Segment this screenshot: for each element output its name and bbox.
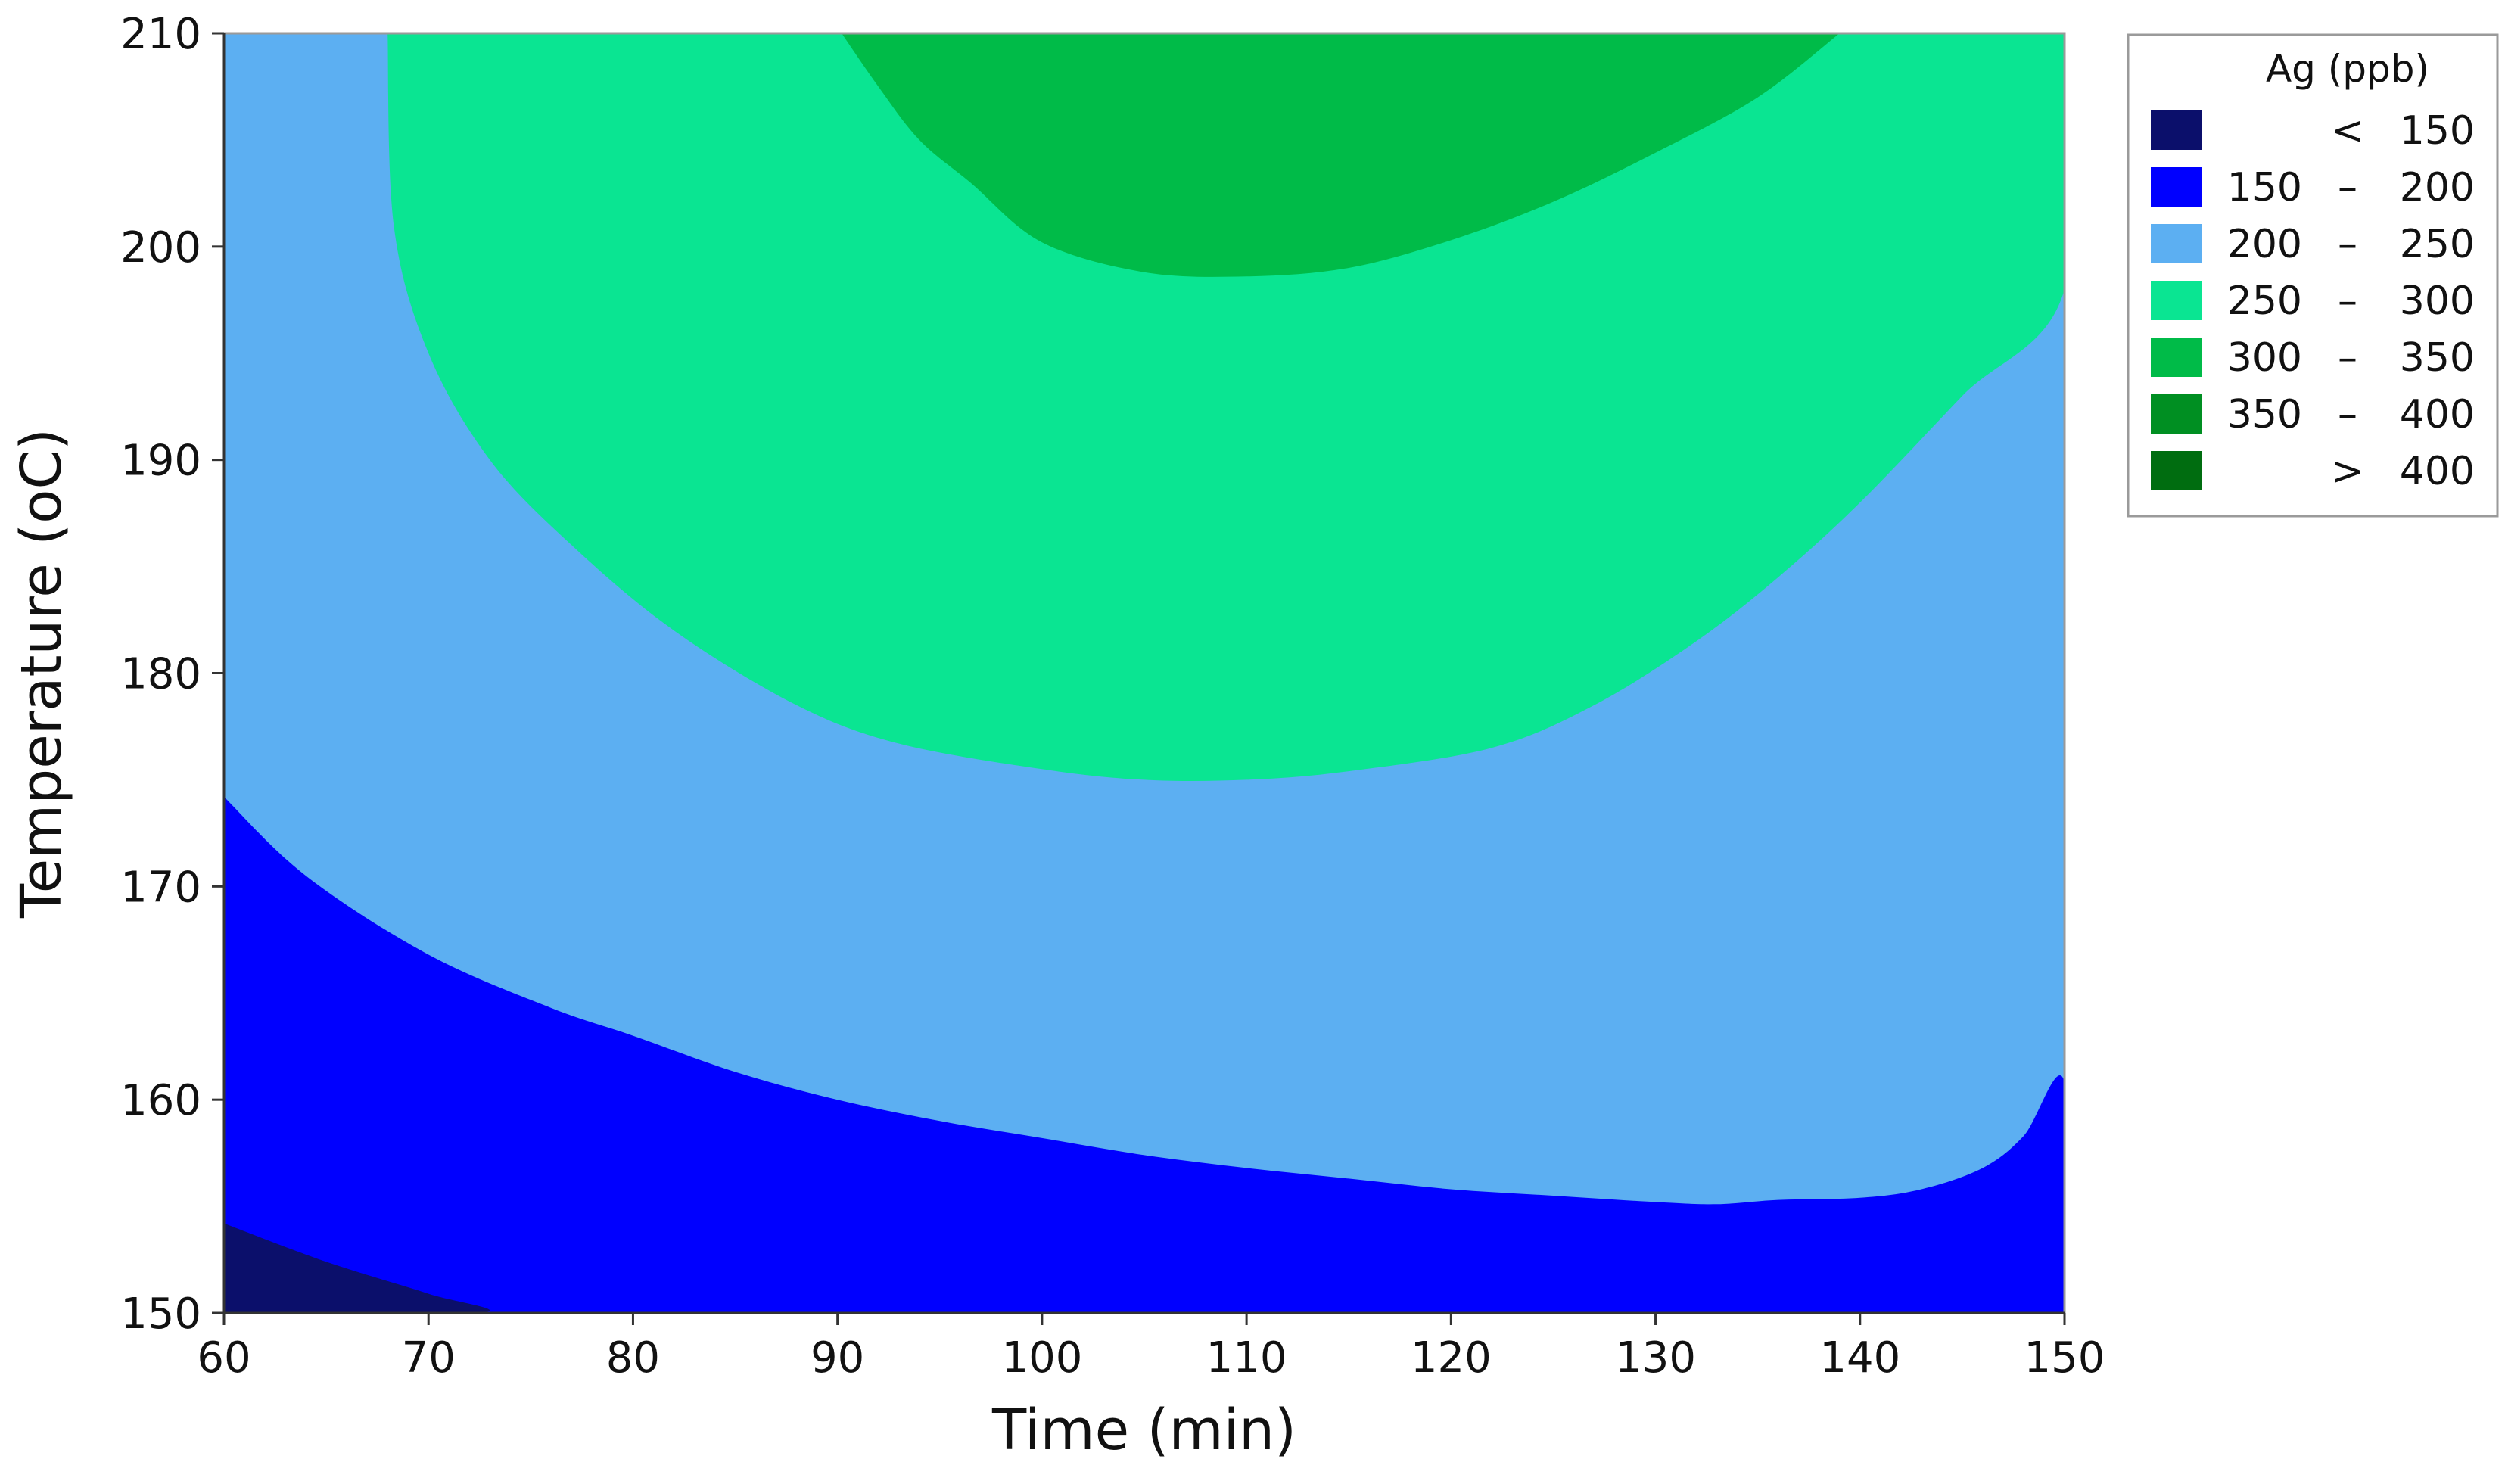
legend-swatch <box>2151 224 2202 263</box>
legend-range-high: 350 <box>2400 335 2475 381</box>
x-tick-label: 120 <box>1411 1333 1492 1383</box>
x-tick-label: 100 <box>1001 1333 1082 1383</box>
legend-range-low: 150 <box>2227 165 2302 210</box>
y-tick-label: 160 <box>120 1076 201 1125</box>
legend-range-separator: – <box>2338 335 2357 381</box>
legend-title: Ag (ppb) <box>2266 47 2429 91</box>
legend-range-separator: – <box>2338 392 2357 437</box>
x-tick-label: 80 <box>606 1333 660 1383</box>
y-tick-label: 210 <box>120 10 201 59</box>
legend-range-separator: < <box>2331 108 2364 154</box>
legend-range-low: 200 <box>2227 222 2302 267</box>
x-axis-title: Time (min) <box>991 1398 1296 1463</box>
legend-box <box>2127 33 2499 518</box>
legend-swatch <box>2151 281 2202 320</box>
legend: Ag (ppb) <150150–200200–250250–300300–35… <box>2127 33 2499 518</box>
x-tick-label: 70 <box>402 1333 456 1383</box>
legend-range-separator: – <box>2338 165 2357 210</box>
contour-region-1 <box>224 797 2065 1313</box>
legend-range-high: 250 <box>2400 222 2475 267</box>
legend-range-high: 400 <box>2400 449 2475 494</box>
x-tick-label: 150 <box>2024 1333 2105 1383</box>
x-axis: 60 70 80 90 100 110 120 130 140 150 <box>197 1311 2105 1383</box>
contour-region-2 <box>224 1223 490 1313</box>
legend-swatch <box>2151 338 2202 377</box>
legend-range-low: 300 <box>2227 335 2302 381</box>
x-tick-label: 110 <box>1206 1333 1287 1383</box>
x-tick-label: 140 <box>1819 1333 1900 1383</box>
y-tick-label: 150 <box>120 1290 201 1339</box>
legend-swatch <box>2151 110 2202 150</box>
y-tick-label: 180 <box>120 650 201 699</box>
legend-swatch <box>2151 167 2202 207</box>
y-tick-label: 190 <box>120 437 201 486</box>
legend-range-high: 300 <box>2400 278 2475 324</box>
y-axis: 150 160 170 180 190 200 210 <box>120 10 226 1339</box>
legend-range-low: 250 <box>2227 278 2302 324</box>
legend-range-high: 400 <box>2400 392 2475 437</box>
x-tick-label: 90 <box>811 1333 864 1383</box>
legend-range-separator: – <box>2338 222 2357 267</box>
x-tick-label: 60 <box>197 1333 250 1383</box>
legend-range-high: 150 <box>2400 108 2475 154</box>
legend-swatch <box>2151 451 2202 490</box>
plot-area <box>222 32 2066 1314</box>
legend-range-separator: – <box>2338 278 2357 324</box>
legend-range-low: 350 <box>2227 392 2302 437</box>
contour-regions <box>224 33 2065 1313</box>
legend-range-separator: > <box>2331 449 2364 494</box>
legend-range-high: 200 <box>2400 165 2475 210</box>
contour-region-3 <box>387 33 2065 782</box>
legend-items: <150150–200200–250250–300300–350350–400>… <box>2151 108 2475 494</box>
x-tick-label: 130 <box>1615 1333 1696 1383</box>
y-tick-label: 200 <box>120 223 201 272</box>
legend-swatch <box>2151 394 2202 434</box>
y-axis-title: Temperature (oC) <box>9 428 74 919</box>
y-tick-label: 170 <box>120 863 201 912</box>
contour-region-4 <box>842 33 1840 277</box>
